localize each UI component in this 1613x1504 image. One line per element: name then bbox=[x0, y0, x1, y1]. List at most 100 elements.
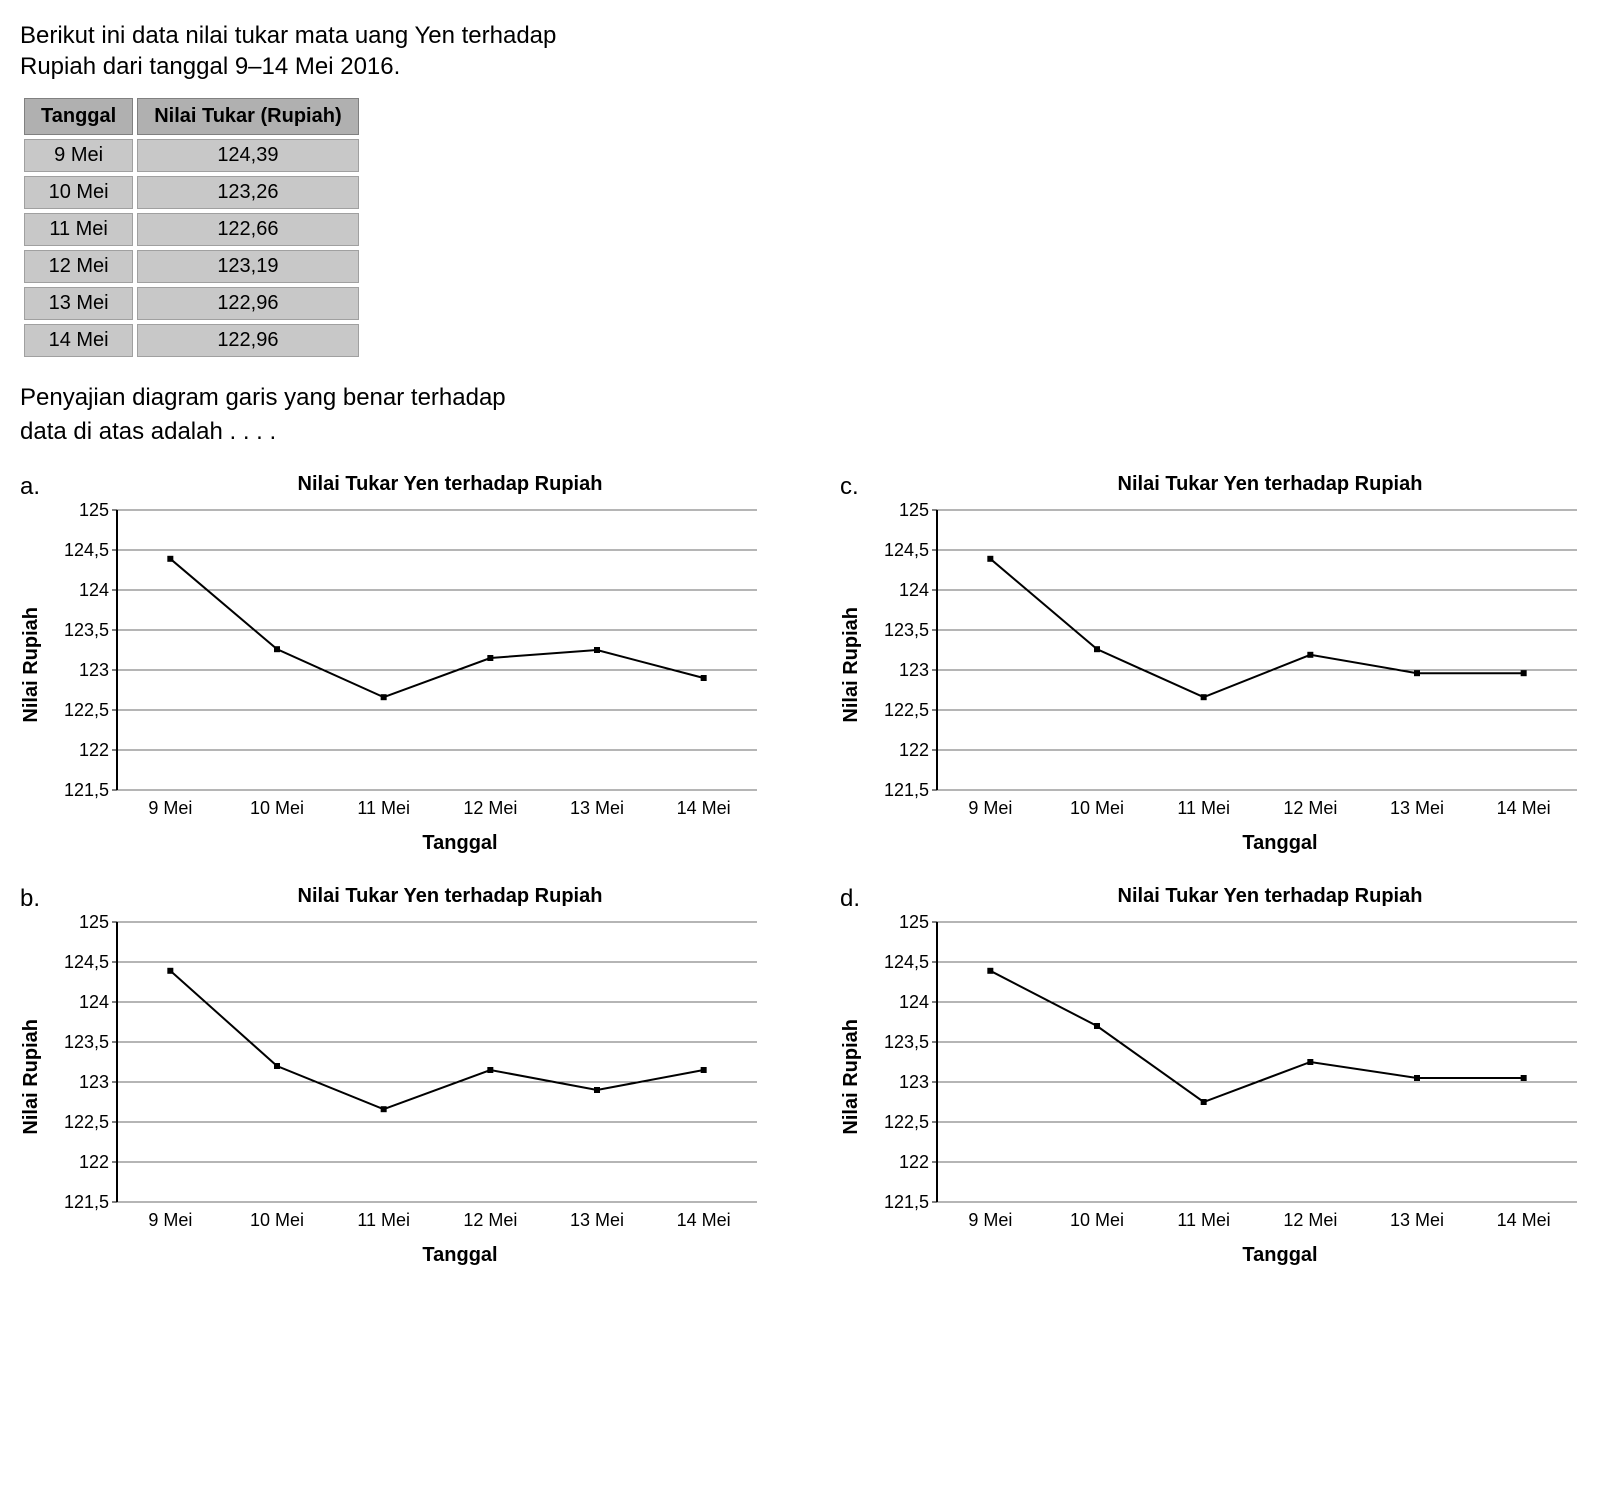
data-marker bbox=[988, 556, 993, 561]
data-marker bbox=[1201, 694, 1206, 699]
table-cell-date: 10 Mei bbox=[24, 176, 133, 209]
table-cell-date: 12 Mei bbox=[24, 250, 133, 283]
xlabel-a: Tanggal bbox=[120, 832, 800, 855]
ylabel-c: Nilai Rupiah bbox=[840, 607, 863, 723]
ytick-label: 122,5 bbox=[884, 700, 929, 720]
chart-svg-c: 121,5122122,5123123,5124124,51259 Mei10 … bbox=[867, 500, 1587, 830]
table-cell-value: 122,96 bbox=[137, 324, 358, 357]
chart-svg-b: 121,5122122,5123123,5124124,51259 Mei10 … bbox=[47, 912, 767, 1242]
ylabel-d: Nilai Rupiah bbox=[840, 1019, 863, 1135]
chart-option-a: a. Nilai Tukar Yen terhadap Rupiah Nilai… bbox=[20, 473, 800, 855]
xtick-label: 10 Mei bbox=[1070, 798, 1124, 818]
xtick-label: 11 Mei bbox=[1177, 1210, 1230, 1230]
ytick-label: 124,5 bbox=[884, 952, 929, 972]
xtick-label: 9 Mei bbox=[968, 1210, 1012, 1230]
ytick-label: 122,5 bbox=[884, 1112, 929, 1132]
question-line-1: Berikut ini data nilai tukar mata uang Y… bbox=[20, 22, 556, 49]
data-marker bbox=[1308, 652, 1313, 657]
table-header-value: Nilai Tukar (Rupiah) bbox=[137, 98, 358, 135]
table-row: 12 Mei123,19 bbox=[24, 250, 359, 283]
data-line bbox=[990, 558, 1523, 696]
prompt-text: Penyajian diagram garis yang benar terha… bbox=[20, 381, 770, 448]
xtick-label: 12 Mei bbox=[1283, 1210, 1337, 1230]
ytick-label: 121,5 bbox=[884, 780, 929, 800]
ytick-label: 124 bbox=[79, 992, 109, 1012]
xtick-label: 12 Mei bbox=[463, 1210, 517, 1230]
xtick-label: 14 Mei bbox=[1497, 798, 1551, 818]
data-marker bbox=[1521, 1075, 1526, 1080]
exchange-rate-table: Tanggal Nilai Tukar (Rupiah) 9 Mei124,39… bbox=[20, 94, 363, 361]
ytick-label: 122 bbox=[79, 1152, 109, 1172]
ytick-label: 125 bbox=[899, 500, 929, 520]
chart-title-c: Nilai Tukar Yen terhadap Rupiah bbox=[920, 473, 1613, 496]
data-marker bbox=[381, 694, 386, 699]
table-cell-date: 11 Mei bbox=[24, 213, 133, 246]
ytick-label: 123,5 bbox=[64, 620, 109, 640]
data-marker bbox=[701, 675, 706, 680]
xtick-label: 14 Mei bbox=[677, 1210, 731, 1230]
xlabel-c: Tanggal bbox=[940, 832, 1613, 855]
xtick-label: 10 Mei bbox=[1070, 1210, 1124, 1230]
xtick-label: 13 Mei bbox=[1390, 1210, 1444, 1230]
table-row: 13 Mei122,96 bbox=[24, 287, 359, 320]
data-marker bbox=[988, 968, 993, 973]
ytick-label: 122,5 bbox=[64, 700, 109, 720]
option-label-d: d. bbox=[840, 885, 860, 913]
option-label-a: a. bbox=[20, 473, 40, 501]
table-row: 14 Mei122,96 bbox=[24, 324, 359, 357]
data-marker bbox=[488, 1067, 493, 1072]
table-cell-value: 124,39 bbox=[137, 139, 358, 172]
data-marker bbox=[1095, 1023, 1100, 1028]
xlabel-d: Tanggal bbox=[940, 1244, 1613, 1267]
ytick-label: 124 bbox=[899, 992, 929, 1012]
xtick-label: 9 Mei bbox=[968, 798, 1012, 818]
data-marker bbox=[701, 1067, 706, 1072]
option-label-c: c. bbox=[840, 473, 859, 501]
ytick-label: 125 bbox=[79, 912, 109, 932]
data-marker bbox=[1201, 1099, 1206, 1104]
ytick-label: 123 bbox=[79, 1072, 109, 1092]
chart-title-d: Nilai Tukar Yen terhadap Rupiah bbox=[920, 885, 1613, 908]
table-cell-date: 9 Mei bbox=[24, 139, 133, 172]
ytick-label: 123,5 bbox=[884, 1032, 929, 1052]
xtick-label: 14 Mei bbox=[677, 798, 731, 818]
data-marker bbox=[595, 1087, 600, 1092]
data-marker bbox=[1521, 670, 1526, 675]
data-marker bbox=[1308, 1059, 1313, 1064]
data-marker bbox=[1095, 646, 1100, 651]
chart-svg-d: 121,5122122,5123123,5124124,51259 Mei10 … bbox=[867, 912, 1587, 1242]
table-cell-date: 14 Mei bbox=[24, 324, 133, 357]
data-marker bbox=[275, 646, 280, 651]
xtick-label: 11 Mei bbox=[357, 798, 410, 818]
xtick-label: 11 Mei bbox=[357, 1210, 410, 1230]
xtick-label: 13 Mei bbox=[570, 798, 624, 818]
ytick-label: 125 bbox=[79, 500, 109, 520]
chart-option-b: b. Nilai Tukar Yen terhadap Rupiah Nilai… bbox=[20, 885, 800, 1267]
data-line bbox=[170, 558, 703, 696]
table-row: 9 Mei124,39 bbox=[24, 139, 359, 172]
chart-svg-a: 121,5122122,5123123,5124124,51259 Mei10 … bbox=[47, 500, 767, 830]
ytick-label: 122 bbox=[79, 740, 109, 760]
xtick-label: 14 Mei bbox=[1497, 1210, 1551, 1230]
ytick-label: 123 bbox=[899, 1072, 929, 1092]
option-label-b: b. bbox=[20, 885, 40, 913]
ytick-label: 122,5 bbox=[64, 1112, 109, 1132]
xtick-label: 12 Mei bbox=[463, 798, 517, 818]
chart-title-b: Nilai Tukar Yen terhadap Rupiah bbox=[100, 885, 800, 908]
ytick-label: 122 bbox=[899, 740, 929, 760]
data-marker bbox=[1415, 1075, 1420, 1080]
table-cell-value: 123,19 bbox=[137, 250, 358, 283]
xlabel-b: Tanggal bbox=[120, 1244, 800, 1267]
xtick-label: 13 Mei bbox=[570, 1210, 624, 1230]
xtick-label: 10 Mei bbox=[250, 1210, 304, 1230]
ytick-label: 125 bbox=[899, 912, 929, 932]
charts-grid: a. Nilai Tukar Yen terhadap Rupiah Nilai… bbox=[20, 473, 1613, 1267]
data-marker bbox=[168, 968, 173, 973]
ylabel-a: Nilai Rupiah bbox=[20, 607, 43, 723]
data-marker bbox=[595, 647, 600, 652]
table-header-date: Tanggal bbox=[24, 98, 133, 135]
chart-title-a: Nilai Tukar Yen terhadap Rupiah bbox=[100, 473, 800, 496]
table-cell-value: 123,26 bbox=[137, 176, 358, 209]
chart-option-c: c. Nilai Tukar Yen terhadap Rupiah Nilai… bbox=[840, 473, 1613, 855]
table-cell-value: 122,66 bbox=[137, 213, 358, 246]
